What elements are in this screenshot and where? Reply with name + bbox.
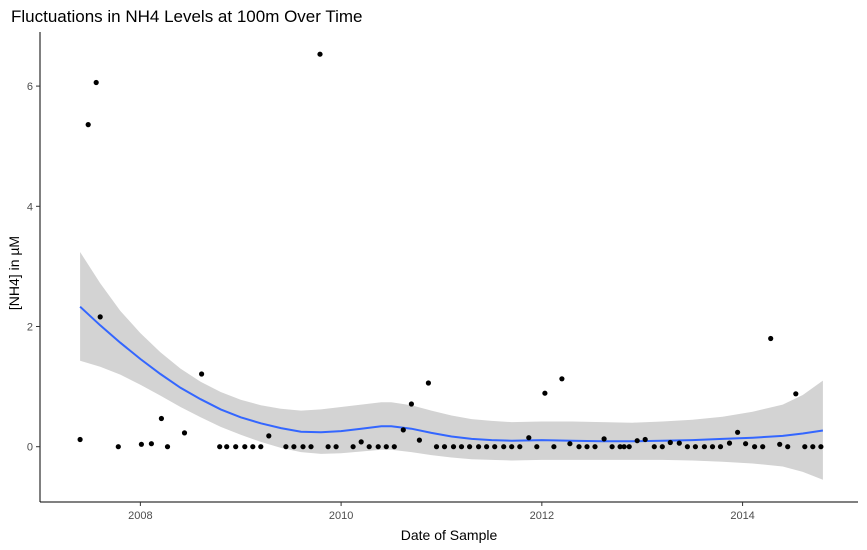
- data-point: [308, 444, 314, 450]
- data-point: [509, 444, 515, 450]
- data-point: [601, 436, 607, 442]
- data-point: [692, 444, 699, 450]
- x-axis-title: Date of Sample: [401, 527, 498, 543]
- data-point: [425, 380, 431, 386]
- data-point: [818, 444, 824, 450]
- data-point: [458, 444, 465, 450]
- data-point: [148, 441, 154, 447]
- data-point: [484, 444, 490, 450]
- x-tick-label: 2010: [329, 510, 353, 522]
- data-point: [266, 433, 272, 439]
- data-point: [717, 444, 724, 450]
- data-point: [559, 376, 565, 382]
- data-point: [333, 444, 339, 450]
- data-point: [476, 444, 482, 450]
- data-point: [534, 444, 540, 450]
- data-point: [743, 441, 749, 447]
- data-point: [684, 444, 691, 450]
- data-point: [634, 438, 640, 444]
- data-point: [450, 444, 457, 450]
- data-point: [317, 51, 323, 57]
- data-point: [609, 444, 615, 450]
- data-point: [709, 444, 716, 450]
- smooth-trend-line: [79, 305, 824, 443]
- data-point: [617, 444, 623, 450]
- data-point: [77, 436, 83, 443]
- data-point: [375, 444, 381, 450]
- data-point: [526, 435, 532, 441]
- x-tick-label: 2008: [128, 510, 152, 522]
- data-point: [642, 436, 648, 443]
- y-axis-title: [NH4] in µM: [6, 236, 22, 310]
- data-point: [492, 444, 498, 450]
- data-point: [250, 444, 256, 450]
- chart-title: Fluctuations in NH4 Levels at 100m Over …: [11, 7, 362, 26]
- data-point: [400, 427, 406, 433]
- data-point: [551, 444, 557, 450]
- data-point: [576, 444, 582, 450]
- data-point: [441, 444, 448, 450]
- data-point: [217, 444, 223, 450]
- y-tick-label: 0: [27, 442, 33, 454]
- data-point: [735, 429, 741, 435]
- x-tick-label: 2012: [530, 510, 554, 522]
- y-tick-label: 2: [27, 322, 33, 334]
- data-point: [242, 444, 248, 450]
- data-point: [777, 441, 783, 447]
- data-point: [366, 444, 372, 450]
- data-point: [542, 390, 548, 396]
- data-point: [300, 444, 306, 450]
- data-point: [467, 444, 473, 450]
- data-point: [517, 444, 523, 450]
- data-point: [659, 444, 665, 450]
- data-point: [676, 440, 682, 446]
- data-point: [810, 444, 816, 450]
- x-tick-label: 2014: [730, 510, 754, 522]
- data-point: [93, 79, 99, 86]
- data-point: [802, 444, 808, 450]
- data-point: [433, 444, 440, 450]
- plot-area: [77, 51, 824, 480]
- data-point: [752, 444, 758, 450]
- y-tick-label: 4: [27, 201, 33, 213]
- y-tick-label: 6: [27, 81, 33, 93]
- data-point: [291, 444, 297, 450]
- data-point: [701, 444, 708, 450]
- data-point: [325, 444, 331, 450]
- data-point: [592, 444, 598, 450]
- data-point: [97, 314, 103, 320]
- data-point: [164, 444, 171, 450]
- data-point: [181, 430, 188, 436]
- data-point: [158, 415, 164, 422]
- data-point: [621, 444, 627, 450]
- data-point: [785, 444, 791, 450]
- data-point: [793, 391, 799, 397]
- confidence-band: [80, 252, 823, 480]
- data-point: [115, 444, 121, 450]
- data-point: [358, 439, 364, 445]
- data-point: [667, 439, 673, 446]
- data-point: [768, 335, 774, 342]
- data-point: [416, 437, 422, 443]
- data-point: [760, 444, 766, 450]
- data-point: [233, 444, 239, 450]
- data-point: [584, 444, 590, 450]
- data-point: [726, 440, 733, 446]
- data-point: [283, 444, 289, 450]
- data-point: [626, 444, 632, 450]
- data-point: [350, 444, 356, 450]
- data-point: [85, 122, 91, 128]
- data-point: [391, 444, 397, 450]
- data-point: [408, 401, 414, 407]
- data-point: [258, 444, 264, 450]
- data-point: [501, 444, 507, 450]
- data-point: [199, 371, 205, 377]
- data-point: [138, 441, 144, 447]
- data-point: [383, 444, 389, 450]
- data-point: [567, 441, 573, 447]
- axes: 0 2 4 6 2008 2010 2012 2014: [27, 32, 858, 522]
- data-point: [224, 444, 230, 450]
- data-point: [651, 444, 657, 450]
